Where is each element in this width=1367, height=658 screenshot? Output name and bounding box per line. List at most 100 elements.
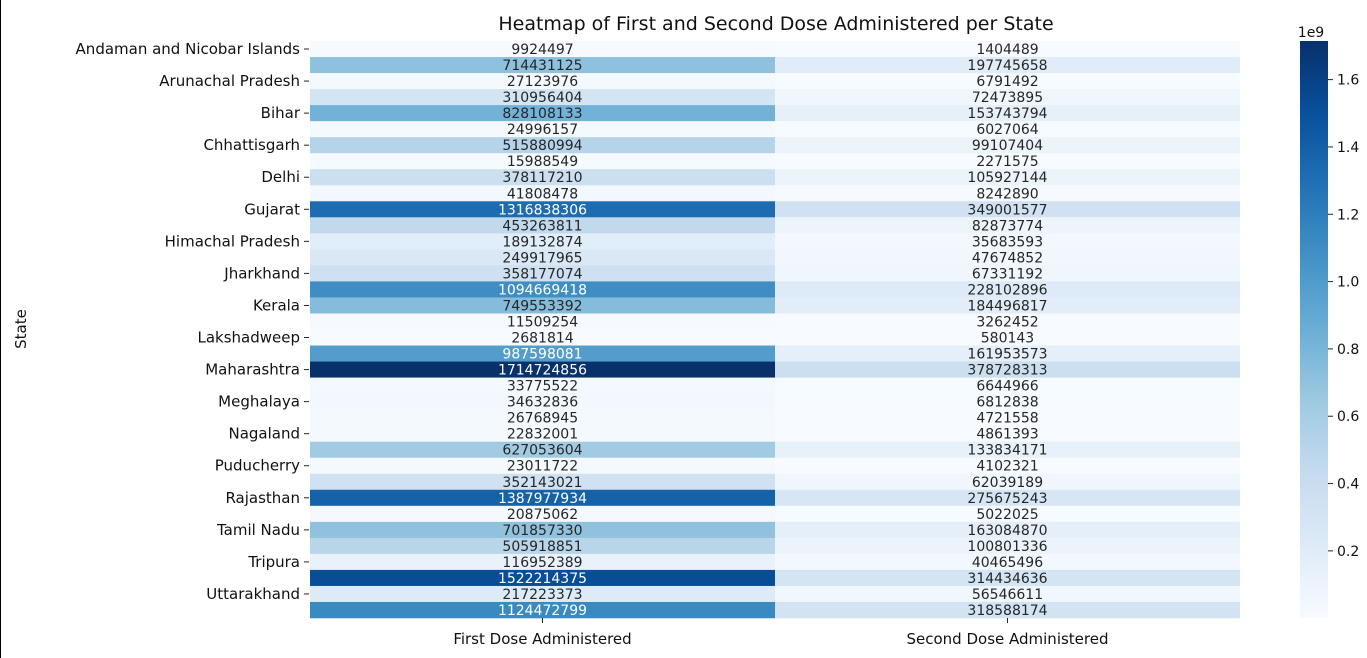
cell-value-label: 184496817 bbox=[967, 298, 1047, 314]
heatmap-cell bbox=[310, 553, 775, 571]
heatmap-cell bbox=[310, 121, 775, 138]
colorbar-tick-label: 1.2 bbox=[1337, 207, 1359, 223]
cell-value-label: 4861393 bbox=[976, 427, 1038, 443]
cell-value-label: 2271575 bbox=[976, 154, 1038, 170]
cell-value-label: 228102896 bbox=[967, 282, 1047, 298]
colorbar-tick-label: 0.6 bbox=[1337, 409, 1359, 425]
heatmap-cell bbox=[310, 425, 775, 442]
heatmap-cell bbox=[775, 89, 1240, 106]
heatmap-cell bbox=[310, 569, 775, 587]
cell-value-label: 6644966 bbox=[976, 379, 1038, 395]
cell-value-label: 714431125 bbox=[502, 58, 582, 74]
cell-value-label: 627053604 bbox=[502, 443, 582, 459]
colorbar-tick-label: 0.2 bbox=[1337, 544, 1359, 560]
cell-value-label: 9924497 bbox=[511, 42, 573, 58]
heatmap-cell bbox=[775, 169, 1240, 186]
heatmap-cell bbox=[775, 361, 1240, 378]
row-tick-label: Himachal Pradesh bbox=[165, 232, 300, 250]
row-tick-label: Meghalaya bbox=[218, 393, 300, 411]
colorbar-tick-label: 1.6 bbox=[1337, 73, 1359, 89]
cell-value-label: 310956404 bbox=[502, 90, 582, 106]
heatmap-cell bbox=[310, 377, 775, 394]
cell-value-label: 34632836 bbox=[507, 395, 578, 411]
heatmap-cell bbox=[775, 457, 1240, 475]
column-tick-label: First Dose Administered bbox=[453, 630, 631, 648]
heatmap-cell bbox=[775, 553, 1240, 571]
heatmap-cell bbox=[310, 169, 775, 186]
row-tick-label: Rajasthan bbox=[225, 489, 300, 507]
cell-value-label: 163084870 bbox=[967, 523, 1047, 539]
heatmap-cell bbox=[775, 345, 1240, 362]
cell-value-label: 15988549 bbox=[507, 154, 578, 170]
cell-value-label: 33775522 bbox=[507, 379, 578, 395]
cell-value-label: 1522214375 bbox=[498, 571, 587, 587]
heatmap-cell bbox=[310, 41, 775, 58]
heatmap-cell bbox=[775, 441, 1240, 459]
heatmap-cell bbox=[775, 73, 1240, 90]
cell-value-label: 23011722 bbox=[507, 459, 578, 475]
cell-value-label: 99107404 bbox=[972, 138, 1043, 154]
chart-title: Heatmap of First and Second Dose Adminis… bbox=[498, 13, 1053, 35]
row-tick-label: Andaman and Nicobar Islands bbox=[76, 40, 301, 58]
cell-value-label: 249917965 bbox=[502, 250, 582, 266]
cell-value-label: 161953573 bbox=[967, 347, 1047, 363]
cell-value-label: 1094669418 bbox=[498, 282, 587, 298]
cell-value-label: 26768945 bbox=[507, 411, 578, 427]
heatmap-cell bbox=[310, 265, 775, 282]
row-tick-label: Uttarakhand bbox=[206, 585, 300, 603]
heatmap-cell bbox=[310, 281, 775, 298]
heatmap-cell bbox=[310, 345, 775, 362]
heatmap-cell bbox=[310, 297, 775, 314]
heatmap-cell bbox=[775, 313, 1240, 330]
heatmap-cell bbox=[310, 505, 775, 523]
heatmap-cell bbox=[310, 57, 775, 74]
cell-value-label: 987598081 bbox=[502, 347, 582, 363]
heatmap-cell bbox=[775, 137, 1240, 154]
cell-value-label: 349001577 bbox=[967, 202, 1047, 218]
heatmap-cell bbox=[310, 601, 775, 619]
row-tick-labels: Andaman and Nicobar Islands Arunachal Pra… bbox=[76, 40, 309, 603]
heatmap-cell bbox=[775, 329, 1240, 346]
colorbar-tick-label: 0.8 bbox=[1337, 342, 1359, 358]
cell-value-label: 4102321 bbox=[976, 459, 1038, 475]
heatmap-cell bbox=[310, 201, 775, 218]
heatmap-cell bbox=[775, 601, 1240, 619]
cell-value-label: 1714724856 bbox=[498, 363, 587, 379]
window-border bbox=[0, 0, 1, 658]
cell-value-label: 153743794 bbox=[967, 106, 1047, 122]
row-tick-label: Kerala bbox=[253, 296, 300, 314]
cell-value-label: 2681814 bbox=[511, 331, 573, 347]
colorbar-tick-label: 1.4 bbox=[1337, 140, 1359, 156]
heatmap-cells bbox=[310, 41, 1240, 619]
cell-value-label: 701857330 bbox=[502, 523, 582, 539]
cell-value-label: 8242890 bbox=[976, 186, 1038, 202]
heatmap-cell bbox=[775, 201, 1240, 218]
heatmap-cell bbox=[310, 409, 775, 426]
heatmap-cell bbox=[310, 457, 775, 475]
heatmap-cell bbox=[775, 249, 1240, 266]
heatmap-cell bbox=[775, 265, 1240, 282]
heatmap-cell bbox=[310, 137, 775, 154]
cell-value-label: 378728313 bbox=[967, 363, 1047, 379]
cell-value-label: 133834171 bbox=[967, 443, 1047, 459]
heatmap-cell bbox=[310, 585, 775, 603]
cell-value-label: 56546611 bbox=[972, 587, 1043, 603]
heatmap-cell bbox=[310, 185, 775, 202]
cell-value-label: 41808478 bbox=[507, 186, 578, 202]
cell-value-label: 197745658 bbox=[967, 58, 1047, 74]
heatmap-cell bbox=[775, 409, 1240, 426]
heatmap-cell bbox=[775, 57, 1240, 74]
cell-value-label: 749553392 bbox=[502, 298, 582, 314]
heatmap-cell bbox=[310, 329, 775, 346]
cell-value-label: 358177074 bbox=[502, 266, 582, 282]
heatmap-cell bbox=[310, 537, 775, 555]
heatmap-cell bbox=[310, 393, 775, 410]
cell-value-label: 100801336 bbox=[967, 539, 1047, 555]
heatmap-cell bbox=[775, 489, 1240, 507]
row-tick-label: Maharashtra bbox=[205, 361, 300, 379]
row-tick-label: Gujarat bbox=[244, 200, 300, 218]
row-tick-label: Puducherry bbox=[215, 457, 300, 475]
heatmap-cell bbox=[310, 361, 775, 378]
cell-value-label: 189132874 bbox=[502, 234, 582, 250]
cell-value-label: 62039189 bbox=[972, 475, 1043, 491]
